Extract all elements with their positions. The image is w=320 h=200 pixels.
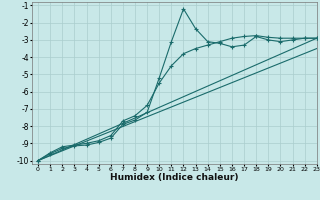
X-axis label: Humidex (Indice chaleur): Humidex (Indice chaleur): [110, 173, 239, 182]
